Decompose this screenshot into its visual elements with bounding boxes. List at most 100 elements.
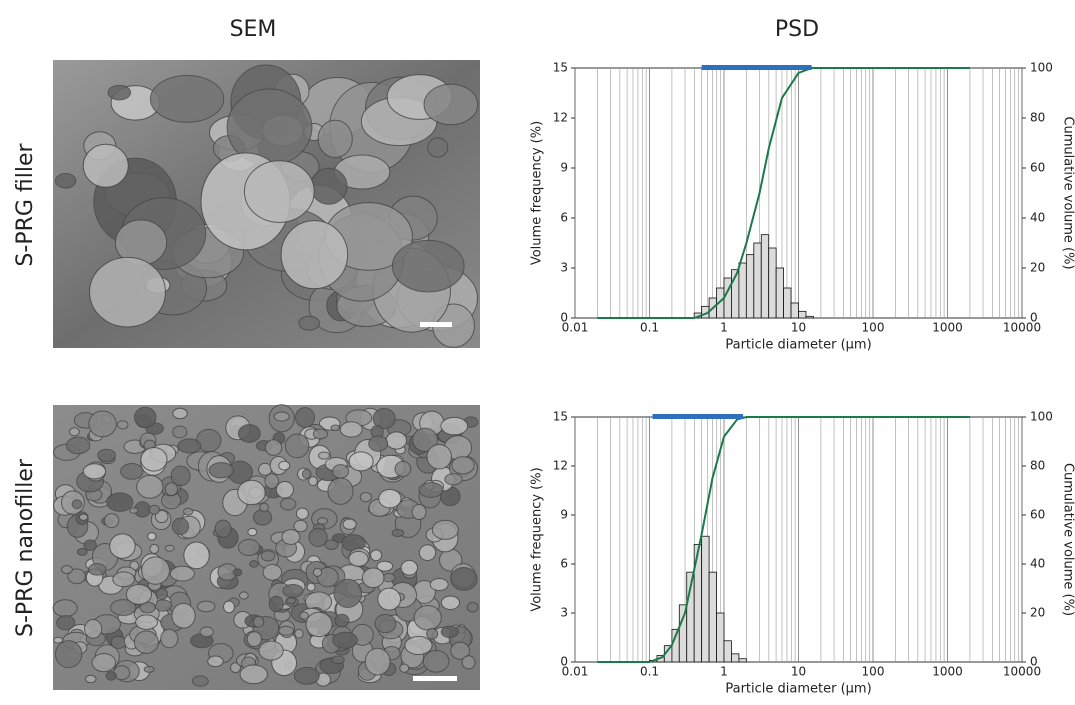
x-axis-label: Particle diameter (µm) <box>725 338 871 353</box>
grain <box>309 528 327 546</box>
grain <box>405 636 432 654</box>
grain <box>172 518 188 534</box>
grain <box>173 408 187 418</box>
grain <box>462 656 475 669</box>
grain <box>401 560 417 575</box>
x-tick-label: 100 <box>862 665 885 679</box>
grain <box>281 221 348 289</box>
grain <box>392 240 464 292</box>
y2-tick-label: 100 <box>1030 61 1053 75</box>
x-tick-label: 1 <box>720 665 728 679</box>
grain <box>247 632 261 647</box>
grain <box>333 465 349 479</box>
grain <box>427 628 438 639</box>
y-tick-label: 3 <box>560 261 568 275</box>
grain <box>57 616 75 630</box>
x-tick-label: 1000 <box>932 321 963 335</box>
grain <box>77 548 87 555</box>
grain <box>333 632 358 648</box>
y2-tick-label: 0 <box>1030 311 1038 325</box>
range-bar <box>653 414 743 419</box>
grain <box>84 540 96 550</box>
grain <box>150 544 159 553</box>
grain <box>104 514 118 528</box>
histogram-bar <box>799 311 806 318</box>
grain <box>294 520 307 531</box>
histogram-bar <box>731 654 738 662</box>
grain <box>98 449 116 461</box>
grain <box>414 606 441 630</box>
grain <box>79 514 87 520</box>
y-tick-label: 0 <box>560 311 568 325</box>
histogram-bar <box>724 641 731 662</box>
x-tick-label: 1000 <box>932 665 963 679</box>
grain <box>209 463 234 478</box>
grain <box>136 615 158 630</box>
grain <box>349 452 373 471</box>
x-tick-label: 10 <box>791 665 806 679</box>
figure: SEM PSD S-PRG filler S-PRG nanofiller 0.… <box>0 0 1075 705</box>
column-header: SEM <box>230 17 277 42</box>
grain <box>253 616 263 627</box>
grain <box>250 561 259 568</box>
histogram-bar <box>806 316 813 318</box>
grain <box>274 412 289 421</box>
grain <box>89 411 116 437</box>
grain <box>285 434 309 458</box>
grain <box>307 583 315 591</box>
y-axis-label: Volume frequency (%) <box>530 467 545 611</box>
histogram-bar <box>754 243 761 318</box>
grain <box>183 508 192 515</box>
grain <box>303 469 312 478</box>
grain <box>395 461 411 476</box>
grain <box>280 498 296 510</box>
histogram-bar <box>709 572 716 662</box>
histogram-bar <box>746 255 753 318</box>
grain <box>69 428 79 436</box>
grain <box>88 564 106 576</box>
y2-tick-label: 80 <box>1030 111 1045 125</box>
grain <box>172 603 195 628</box>
grain <box>318 452 329 459</box>
grain <box>173 426 187 438</box>
grain <box>141 447 167 471</box>
histogram-bar <box>739 263 746 318</box>
column-header: PSD <box>775 17 819 42</box>
grain <box>142 557 170 584</box>
grain <box>283 585 303 598</box>
y-tick-label: 6 <box>560 557 568 571</box>
grain <box>134 407 156 427</box>
grain <box>430 578 448 590</box>
grain <box>269 596 283 611</box>
grain <box>371 550 382 561</box>
range-bar <box>702 65 812 70</box>
grain <box>92 654 116 672</box>
grain <box>53 600 77 617</box>
grain <box>279 626 294 635</box>
y2-tick-label: 40 <box>1030 211 1045 225</box>
row-label: S-PRG filler <box>13 142 38 266</box>
grain <box>90 257 166 327</box>
grain <box>362 568 384 588</box>
y-tick-label: 3 <box>560 606 568 620</box>
grain <box>441 596 459 609</box>
grain <box>144 666 154 672</box>
y2-tick-label: 80 <box>1030 459 1045 473</box>
grain <box>335 614 349 627</box>
grain <box>386 432 407 449</box>
y2-tick-label: 60 <box>1030 508 1045 522</box>
grain <box>334 579 362 607</box>
x-tick-label: 1 <box>720 321 728 335</box>
grain <box>296 508 308 519</box>
grain <box>419 545 435 561</box>
y2-tick-label: 20 <box>1030 606 1045 620</box>
grain <box>61 565 72 573</box>
grain <box>378 588 401 610</box>
grain <box>85 620 102 639</box>
y-axis-label: Volume frequency (%) <box>530 121 545 265</box>
grain <box>295 408 314 428</box>
grain <box>279 461 290 470</box>
y2-tick-label: 100 <box>1030 410 1053 424</box>
grain <box>423 650 449 672</box>
grain <box>238 425 260 443</box>
